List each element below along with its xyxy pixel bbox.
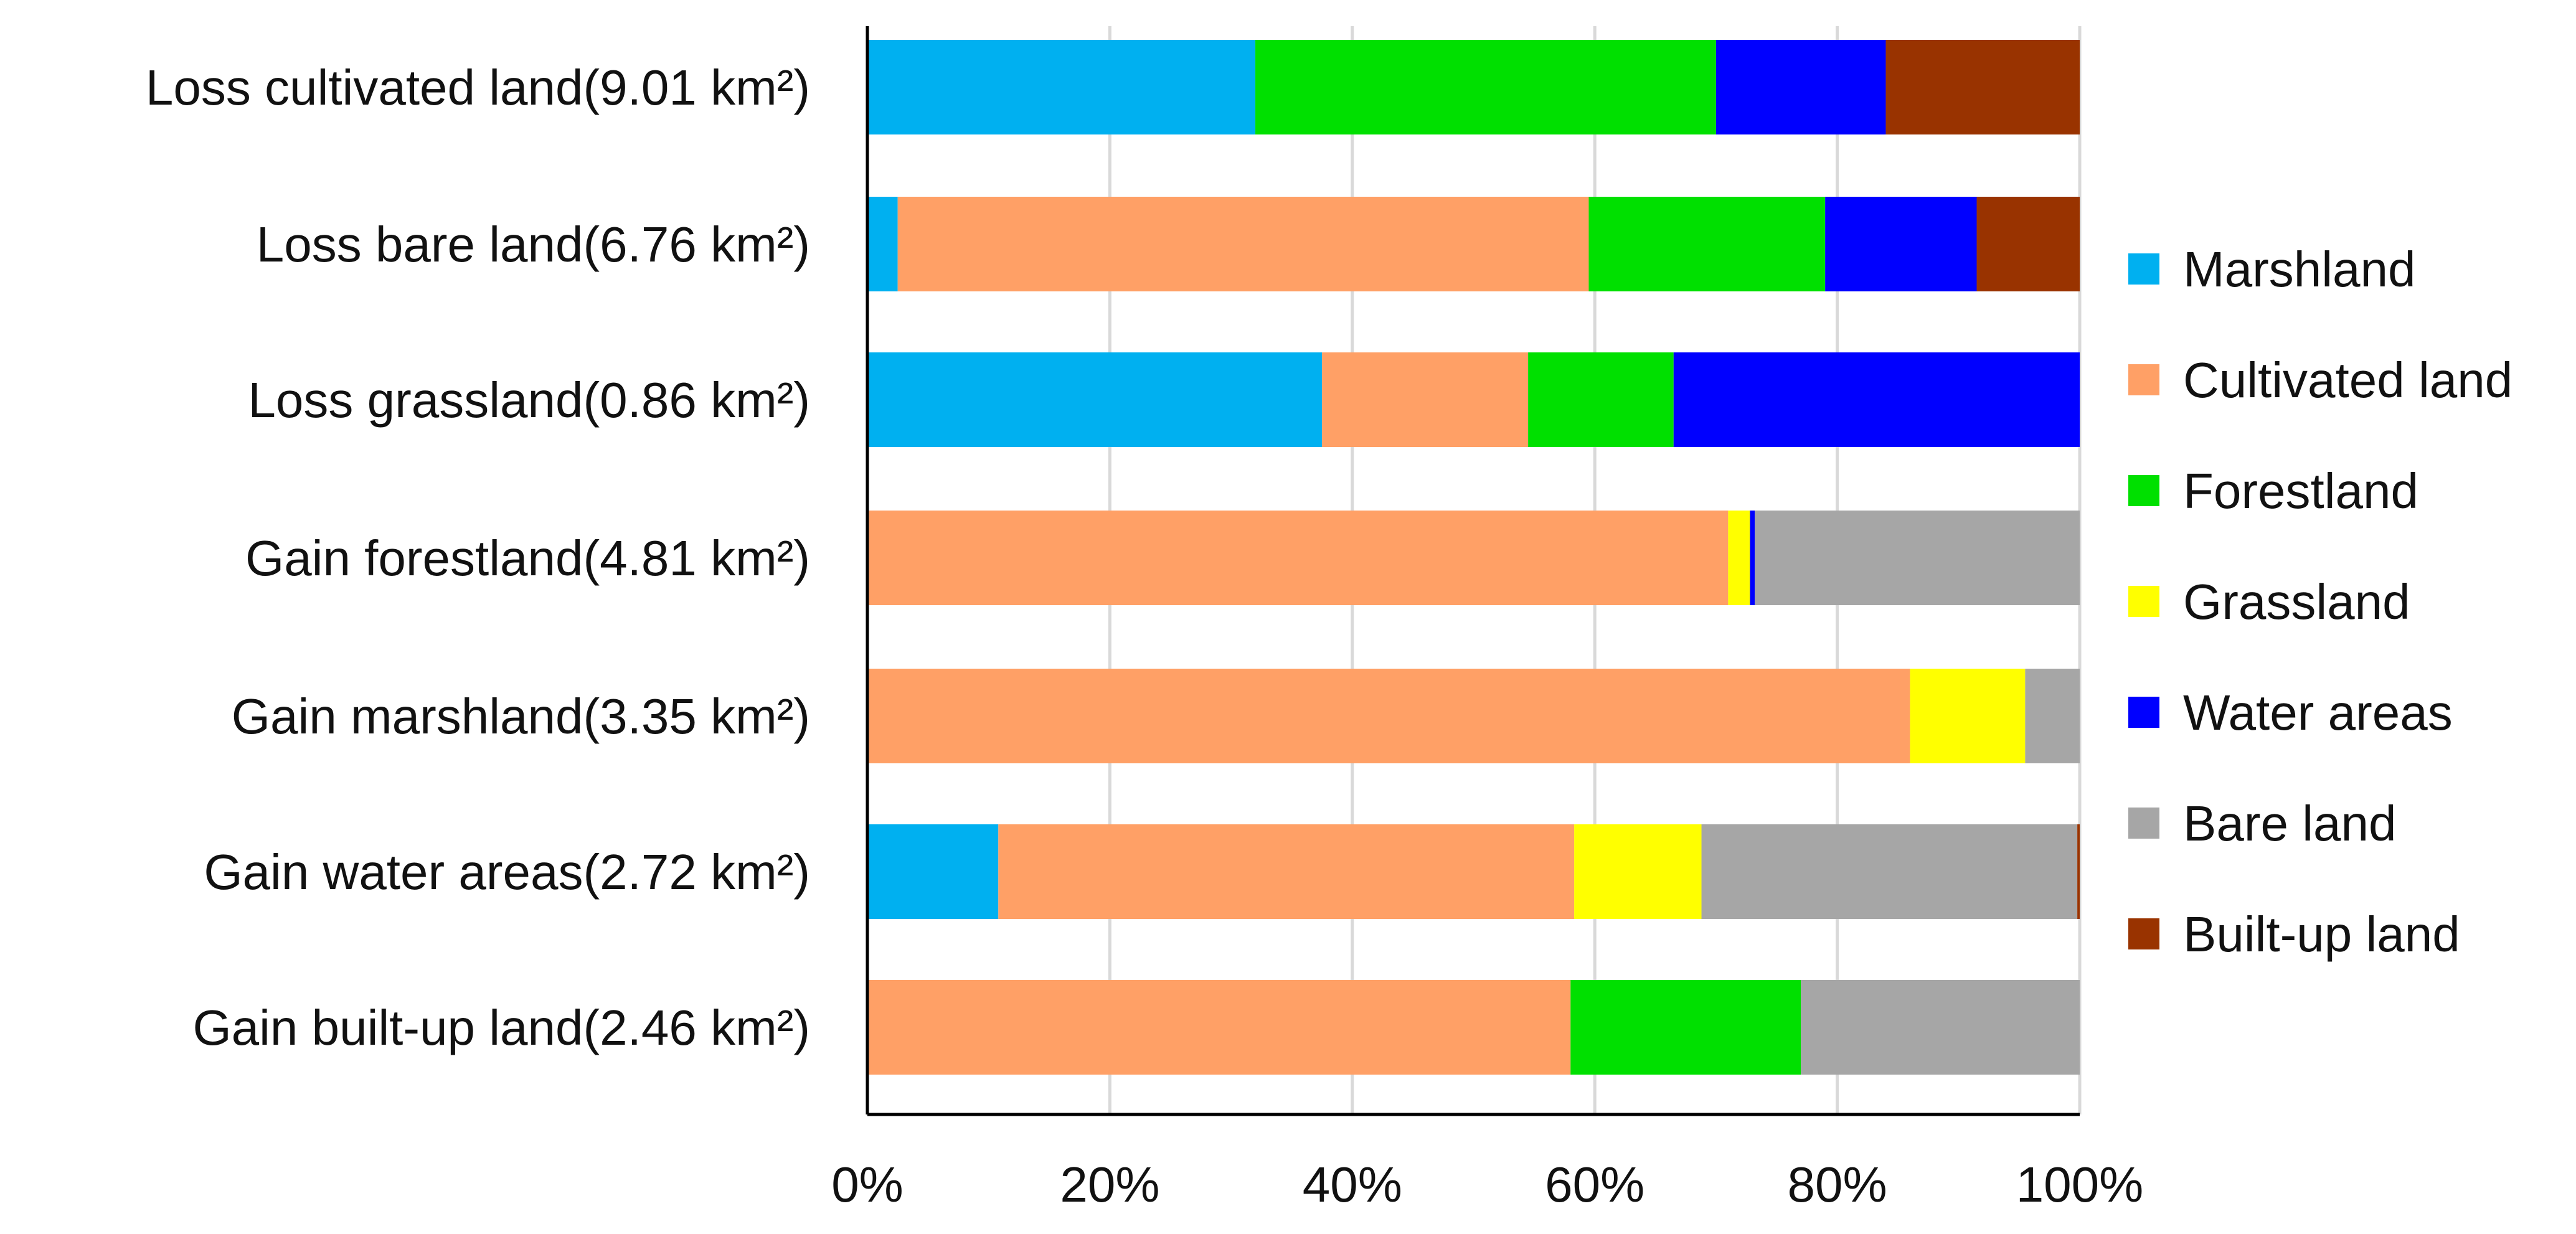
bar-segment-marshland-row-0 <box>867 40 1256 134</box>
bar-segment-built-up-land-row-1 <box>1976 197 2080 291</box>
legend-label: Built-up land <box>2183 907 2460 962</box>
category-labels: Loss cultivated land(9.01 km²) Loss bare … <box>146 60 810 1055</box>
legend-swatch <box>2128 808 2159 839</box>
legend-label: Water areas <box>2183 685 2453 740</box>
legend-swatch <box>2128 475 2159 506</box>
bar-segment-bare-land-row-3 <box>1755 511 2080 605</box>
x-tick-label: 40% <box>1303 1157 1402 1212</box>
legend-swatch <box>2128 586 2159 617</box>
bar-segment-bare-land-row-6 <box>1801 980 2080 1075</box>
bar-segment-grassland-row-5 <box>1574 824 1702 919</box>
bar-segment-bare-land-row-4 <box>2025 669 2080 763</box>
bar-segment-water-areas-row-3 <box>1750 511 1755 605</box>
bar-segment-forestland-row-6 <box>1570 980 1801 1075</box>
category-label: Loss cultivated land(9.01 km²) <box>146 60 810 115</box>
legend-swatch <box>2128 364 2159 395</box>
legend-label: Forestland <box>2183 463 2418 519</box>
legend: Marshland Cultivated land Forestland Grassl… <box>2128 242 2512 962</box>
bar-segment-built-up-land-row-5 <box>2077 824 2080 919</box>
category-label: Gain built-up land(2.46 km²) <box>192 1000 810 1055</box>
bar-segment-marshland-row-1 <box>867 197 898 291</box>
bar-segment-grassland-row-3 <box>1728 511 1750 605</box>
x-tick-label: 20% <box>1060 1157 1159 1212</box>
legend-swatch <box>2128 697 2159 728</box>
bar-segment-bare-land-row-5 <box>1701 824 2078 919</box>
legend-label: Marshland <box>2183 242 2416 297</box>
bar-segment-cultivated-land-row-6 <box>867 980 1571 1075</box>
x-tick-label: 60% <box>1545 1157 1644 1212</box>
bar-segment-forestland-row-0 <box>1255 40 1716 134</box>
category-label: Loss bare land(6.76 km²) <box>257 217 810 272</box>
bar-segment-grassland-row-4 <box>1910 669 2026 763</box>
category-label: Gain marshland(3.35 km²) <box>232 689 810 744</box>
bar-segment-water-areas-row-1 <box>1825 197 1977 291</box>
bar-segment-water-areas-row-0 <box>1715 40 1886 134</box>
x-tick-labels: 0% 20% 40% 60% 80% 100% <box>831 1157 2143 1212</box>
legend-label: Bare land <box>2183 796 2396 851</box>
x-tick-label: 100% <box>2016 1157 2144 1212</box>
bar-segment-marshland-row-2 <box>867 352 1323 447</box>
legend-label: Grassland <box>2183 574 2410 629</box>
category-label: Gain water areas(2.72 km²) <box>204 844 810 900</box>
bar-segment-cultivated-land-row-4 <box>867 669 1910 763</box>
legend-swatch <box>2128 918 2159 949</box>
x-tick-label: 80% <box>1788 1157 1887 1212</box>
bar-segment-cultivated-land-row-3 <box>867 511 1729 605</box>
category-label: Loss grassland(0.86 km²) <box>248 372 810 428</box>
category-label: Gain forestland(4.81 km²) <box>245 530 810 586</box>
bar-segment-water-areas-row-2 <box>1673 352 2080 447</box>
bar-segment-built-up-land-row-0 <box>1885 40 2080 134</box>
bar-segment-cultivated-land-row-1 <box>897 197 1589 291</box>
axes <box>866 26 2080 1116</box>
legend-label: Cultivated land <box>2183 352 2512 408</box>
bar-segment-forestland-row-1 <box>1588 197 1826 291</box>
bar-segment-forestland-row-2 <box>1528 352 1674 447</box>
bar-segment-cultivated-land-row-2 <box>1322 352 1529 447</box>
bar-segment-cultivated-land-row-5 <box>998 824 1575 919</box>
bars <box>867 40 2080 1075</box>
x-tick-label: 0% <box>831 1157 903 1212</box>
bar-segment-marshland-row-5 <box>867 824 999 919</box>
legend-swatch <box>2128 253 2159 285</box>
